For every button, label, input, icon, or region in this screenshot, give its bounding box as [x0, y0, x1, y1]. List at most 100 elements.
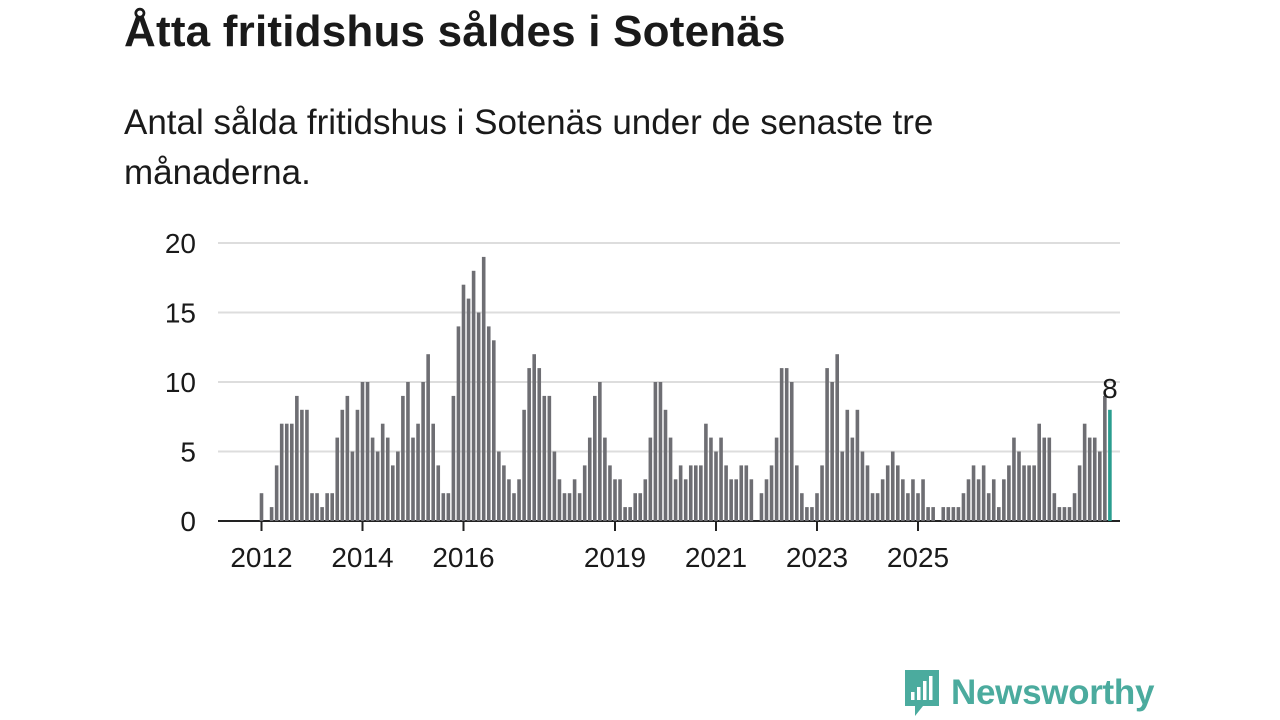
bar [653, 382, 658, 521]
bar [502, 465, 506, 521]
x-tick-label: 2025 [887, 542, 949, 573]
bar [396, 451, 400, 521]
bar [976, 479, 981, 521]
x-tick-label: 2023 [786, 542, 848, 573]
bar [476, 312, 481, 521]
newsworthy-logo[interactable]: Newsworthy [903, 668, 1154, 718]
bar [1072, 493, 1077, 521]
bar [931, 507, 935, 521]
bar [401, 395, 405, 521]
bar [598, 382, 602, 521]
chart-title: Åtta fritidshus såldes i Sotenäs [124, 7, 786, 56]
bar [663, 409, 668, 521]
bar [456, 326, 461, 521]
bar [668, 437, 673, 521]
bar [527, 368, 531, 521]
x-tick-label: 2016 [432, 542, 494, 573]
bar [951, 507, 956, 521]
bar [789, 382, 794, 521]
bar [416, 423, 420, 521]
bar [769, 465, 774, 521]
bar [517, 479, 521, 521]
bar [532, 354, 536, 521]
bar [537, 368, 542, 521]
bar [613, 479, 617, 521]
y-axis-ticks: 0 5 10 15 20 [165, 228, 196, 537]
bar [279, 423, 284, 521]
bar [426, 354, 430, 521]
bar [300, 409, 304, 521]
bar [562, 493, 567, 521]
bar [865, 465, 870, 521]
bar [860, 451, 865, 521]
bar [1027, 465, 1031, 521]
bar [466, 298, 471, 521]
bar [486, 326, 491, 521]
bar [380, 423, 385, 521]
bar [946, 507, 951, 521]
bar [436, 465, 441, 521]
bar [567, 493, 572, 521]
bar [1098, 451, 1102, 521]
bar [582, 465, 587, 521]
bar [259, 493, 264, 521]
bar [633, 493, 637, 521]
bar [956, 507, 961, 521]
x-axis-ticks: 2012 2014 2016 2019 2021 2023 2025 [230, 521, 949, 573]
bar [724, 465, 728, 521]
bar [557, 479, 562, 521]
bar [890, 451, 895, 521]
bar [1057, 507, 1062, 521]
bar [441, 493, 446, 521]
bar [648, 437, 653, 521]
bar [385, 437, 390, 521]
bar [704, 423, 708, 521]
bar [542, 395, 547, 521]
bar [749, 479, 754, 521]
bar [572, 479, 577, 521]
bar [471, 270, 476, 521]
newsworthy-logo-icon [905, 670, 939, 716]
y-tick-label: 0 [180, 506, 196, 537]
bar [875, 493, 880, 521]
bar [269, 507, 274, 521]
bar [290, 423, 294, 521]
bar [618, 479, 622, 521]
bar [593, 395, 597, 521]
bar [431, 423, 435, 521]
bar [1007, 465, 1011, 521]
bar [345, 395, 350, 521]
bar [305, 409, 309, 521]
bar [683, 479, 688, 521]
bar [855, 409, 860, 521]
bar [1062, 507, 1067, 521]
bar [779, 368, 784, 521]
bar [986, 493, 991, 521]
bar [335, 437, 340, 521]
bar [880, 479, 885, 521]
bar [481, 256, 486, 521]
annotations: 8 [1102, 373, 1118, 404]
bar [981, 465, 986, 521]
bar [734, 479, 738, 521]
bar [896, 465, 900, 521]
bar [497, 451, 501, 521]
bar [1047, 437, 1052, 521]
bar [406, 382, 410, 521]
bar [810, 507, 814, 521]
bar [1052, 493, 1057, 521]
bar [547, 395, 552, 521]
y-tick-label: 20 [165, 228, 196, 259]
bar [1103, 395, 1107, 521]
bar [805, 507, 809, 521]
bar [360, 382, 365, 521]
y-tick-label: 5 [180, 437, 196, 468]
bar [320, 507, 324, 521]
bar [608, 465, 612, 521]
bars [259, 256, 1112, 521]
bar [926, 507, 930, 521]
bar [971, 465, 976, 521]
bar [820, 465, 824, 521]
bar [340, 409, 345, 521]
